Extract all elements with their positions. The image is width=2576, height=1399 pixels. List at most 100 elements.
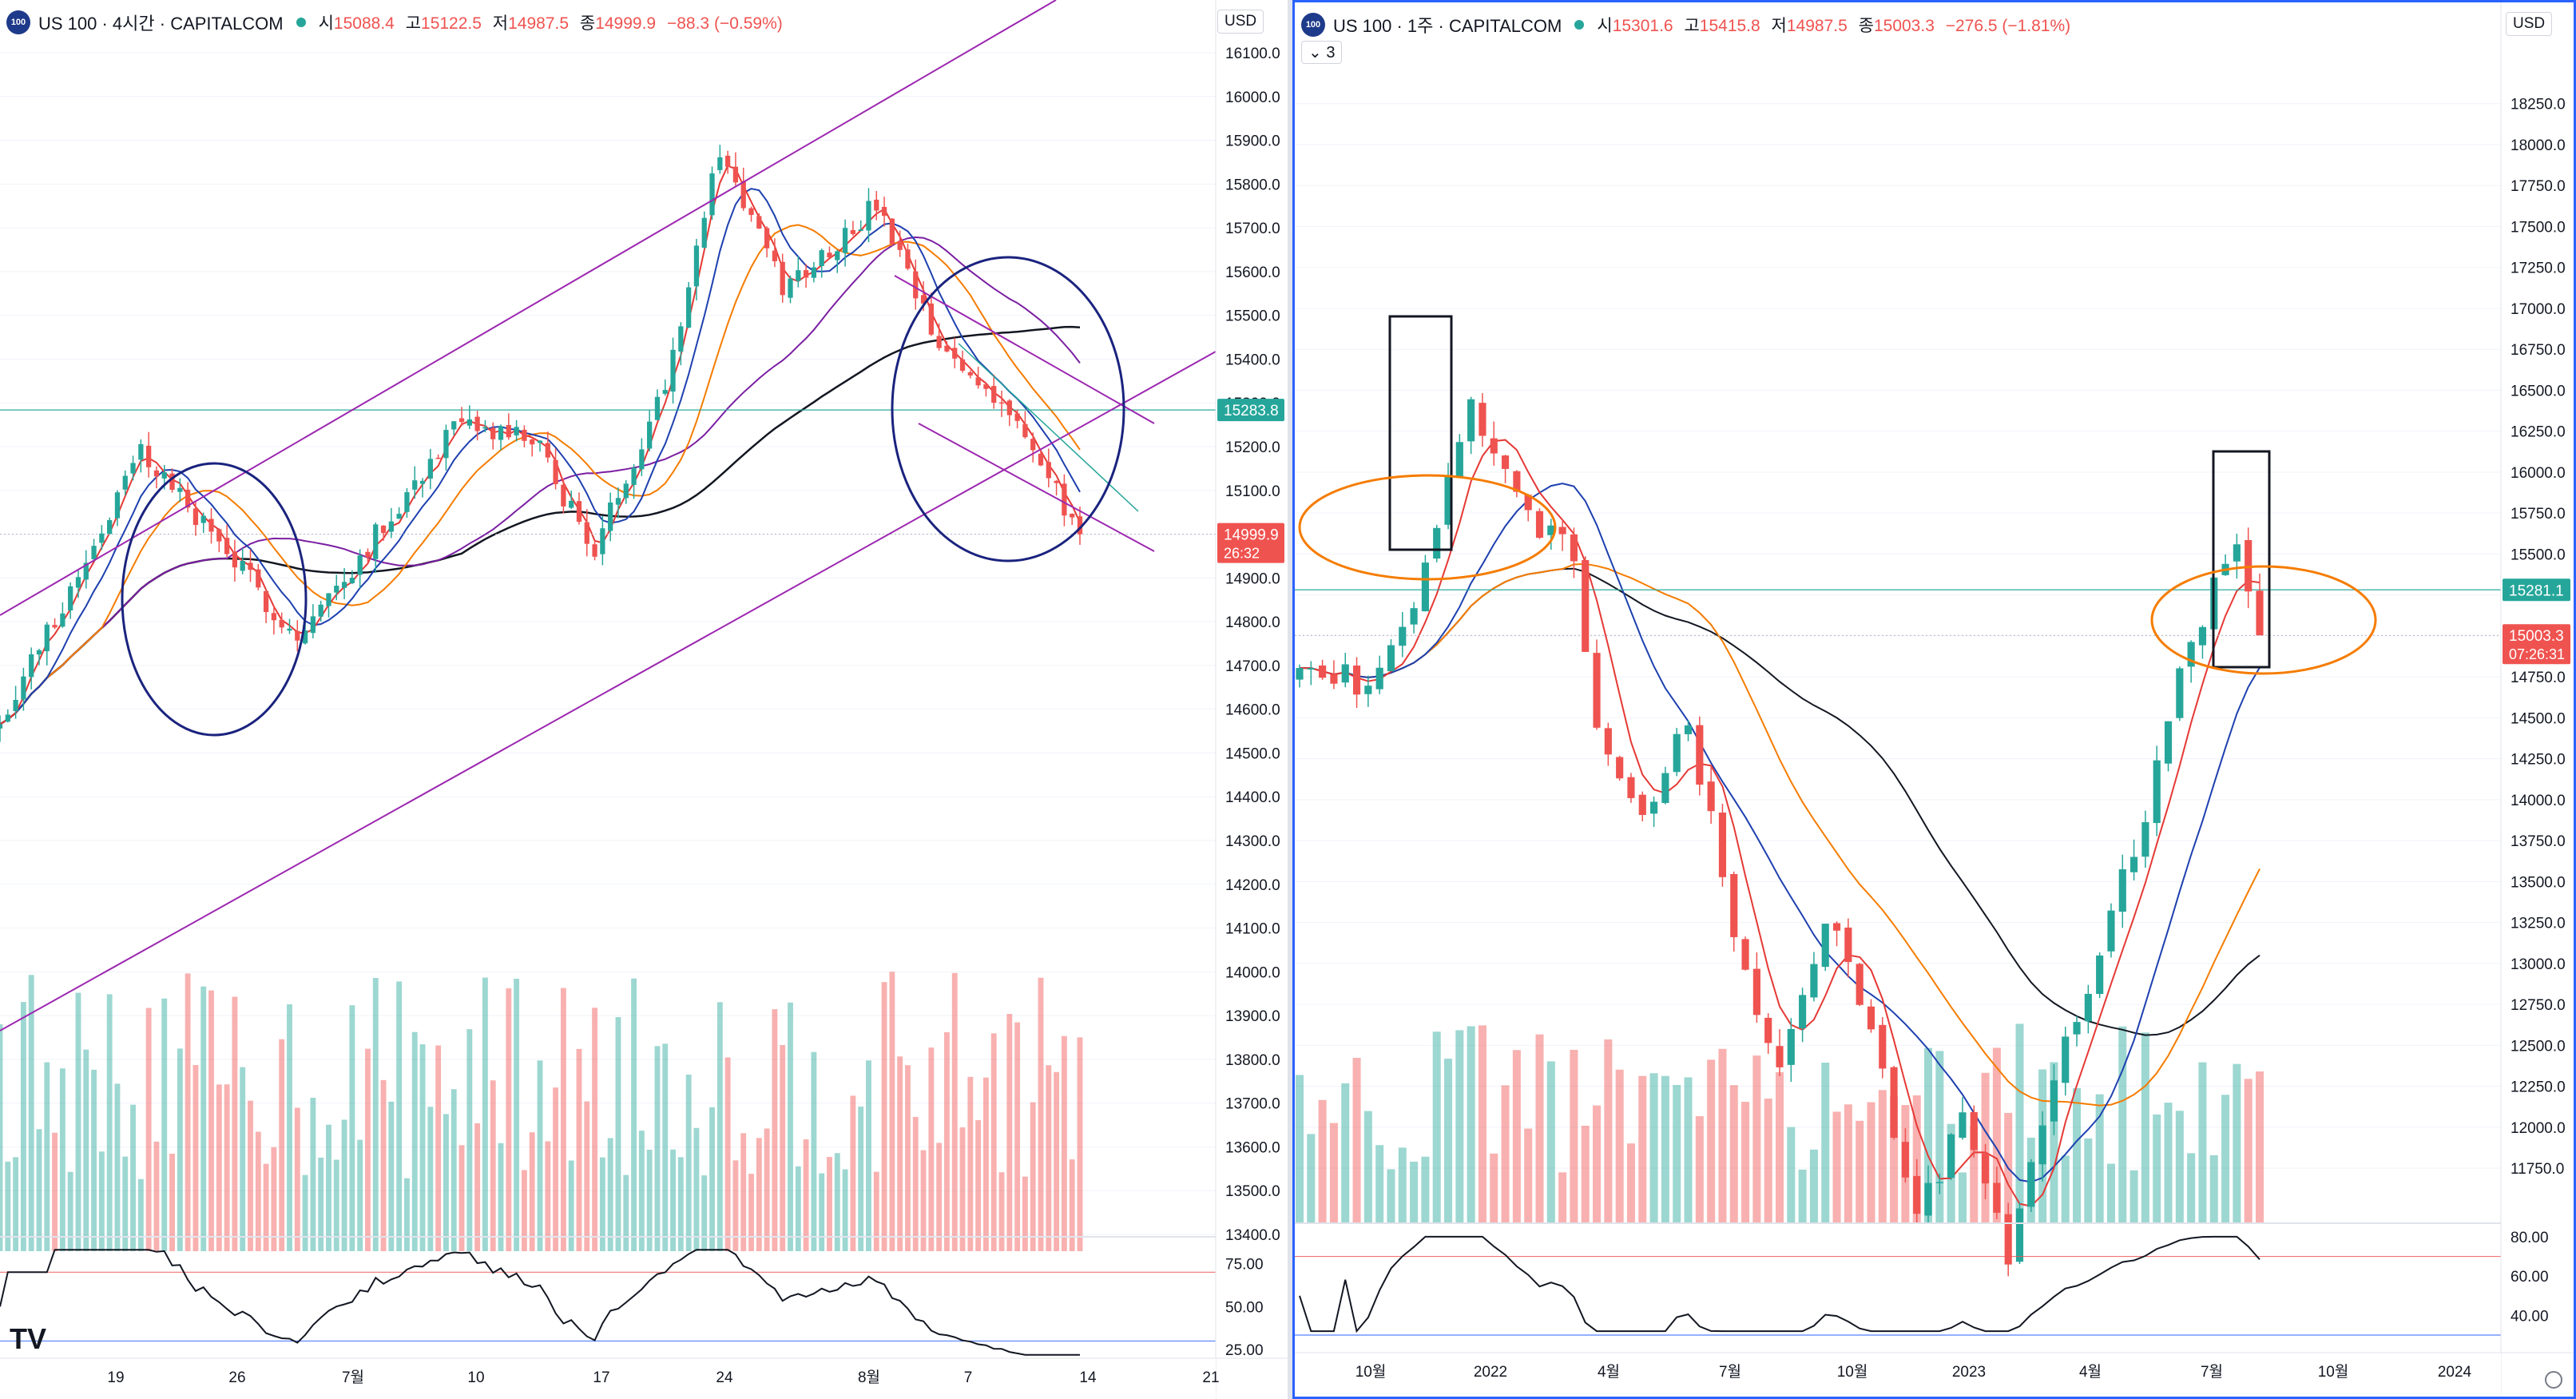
volume-bar: [349, 1005, 355, 1251]
symbol-title[interactable]: US 100 · 4시간 · CAPITALCOM: [38, 14, 284, 34]
candle-body: [83, 562, 89, 580]
volume-bar: [1467, 1026, 1475, 1223]
candle-body: [530, 439, 535, 445]
volume-bar: [795, 1166, 801, 1251]
candle-body: [1490, 438, 1498, 454]
candle-body: [2176, 668, 2184, 718]
volume-bar: [959, 1127, 966, 1251]
volume-bar: [404, 1178, 410, 1251]
currency-button[interactable]: USD: [1217, 10, 1264, 34]
symbol-title[interactable]: US 100 · 1주 · CAPITALCOM: [1333, 16, 1562, 36]
volume-bar: [145, 1008, 152, 1251]
candle-body: [2038, 1125, 2046, 1165]
volume-bar: [443, 1114, 449, 1251]
candle-body: [686, 287, 692, 328]
candle-body: [2118, 868, 2126, 912]
channel-lower-line: [0, 351, 1217, 1031]
chart-canvas-4h[interactable]: 16100.0 16000.0 15900.0 15800.0 15700.0 15600…: [0, 0, 1288, 1399]
ma-long-line: [1300, 567, 2260, 1036]
candle-body: [615, 498, 621, 505]
chart-canvas-1w[interactable]: 18250.0 18000.0 17750.0 17500.0 17250.0 17000…: [1295, 2, 2574, 1397]
price-tick-label: 16500.0: [2511, 383, 2566, 399]
price-tick-label: 15500.0: [2511, 546, 2566, 563]
candle-body: [1364, 686, 1372, 694]
candle-body: [2004, 1214, 2012, 1265]
candle-body: [91, 546, 97, 559]
candle-body: [404, 492, 410, 512]
volume-bar: [36, 1129, 42, 1251]
pane-divider[interactable]: [1288, 0, 1292, 1399]
candle-body: [545, 443, 550, 458]
volume-bar: [193, 1064, 199, 1251]
volume-bar: [1329, 1123, 1338, 1223]
time-tick-label: 24: [716, 1369, 733, 1386]
candle-body: [1570, 534, 1578, 562]
volume-bar: [1421, 1156, 1430, 1223]
collapse-indicators-button[interactable]: ⌄ 3: [1301, 41, 1343, 64]
candle-body: [216, 529, 222, 542]
low-value: 14987.5: [1786, 17, 1848, 35]
high-key: 고: [1684, 17, 1700, 35]
candle-body: [1501, 455, 1510, 469]
candle-body: [2233, 544, 2241, 562]
candle-body: [146, 445, 152, 467]
annotation-box-2023: [2212, 450, 2271, 669]
ma-orange-line: [1300, 562, 2260, 1107]
volume-bar: [75, 992, 81, 1251]
candle-body: [1062, 483, 1067, 516]
candle-body: [1375, 667, 1383, 690]
close-key: 종: [1858, 17, 1874, 35]
price-tick-label: 12000.0: [2511, 1120, 2566, 1137]
candle-body: [419, 480, 426, 484]
candle-body: [1673, 733, 1681, 773]
candle-body: [788, 278, 793, 298]
chart-pane-4h[interactable]: 16100.0 16000.0 15900.0 15800.0 15700.0 15600…: [0, 0, 1288, 1399]
volume-bar: [248, 1100, 253, 1251]
candle-body: [279, 619, 284, 628]
candle-body: [1604, 728, 1612, 755]
volume-bar: [1752, 1055, 1761, 1223]
volume-bar: [670, 1149, 676, 1251]
time-tick-label: 4월: [1598, 1363, 1620, 1381]
volume-bar: [764, 1128, 770, 1251]
volume-bar: [1787, 1127, 1796, 1223]
candle-body: [2164, 721, 2173, 764]
candle-body: [1718, 813, 1727, 877]
candle-body: [1479, 403, 1486, 436]
price-tick-label: 14700.0: [1225, 658, 1280, 675]
high-value: 15122.5: [421, 14, 482, 33]
volume-bar: [451, 1089, 457, 1251]
chart-pane-1w[interactable]: 18250.0 18000.0 17750.0 17500.0 17250.0 17000…: [1292, 0, 2576, 1399]
candle-body: [975, 377, 981, 386]
candle-body: [2096, 955, 2104, 995]
last-price-label: 14999.9: [1224, 527, 1279, 544]
volume-bar: [834, 1153, 840, 1251]
volume-bar: [850, 1095, 856, 1251]
candle-body: [561, 484, 566, 507]
volume-bar: [827, 1157, 832, 1251]
time-tick-label: 10월: [1837, 1363, 1868, 1381]
candle-body: [232, 551, 238, 568]
price-tick-label: 17250.0: [2511, 260, 2566, 277]
trendline-lower: [918, 423, 1155, 552]
candle-body: [717, 157, 723, 170]
volume-bar: [137, 1178, 144, 1251]
candle-body: [263, 590, 269, 613]
volume-bar: [1038, 977, 1044, 1251]
volume-bar: [873, 1171, 879, 1251]
candle-body: [991, 386, 997, 403]
volume-bar: [521, 1170, 527, 1251]
gear-icon[interactable]: [2545, 1371, 2562, 1389]
price-tick-label: 14000.0: [2511, 793, 2566, 809]
candle-body: [107, 519, 113, 535]
volume-bar: [897, 1056, 903, 1251]
volume-bar: [936, 1143, 943, 1251]
candle-body: [866, 201, 871, 231]
price-tick-label: 12750.0: [2511, 997, 2566, 1014]
currency-button[interactable]: USD: [2506, 12, 2553, 36]
volume-bar: [1673, 1084, 1681, 1223]
candle-body: [318, 604, 323, 617]
time-tick-label: 10월: [2318, 1363, 2349, 1381]
volume-bar: [208, 990, 214, 1251]
time-tick-label: 7월: [2201, 1363, 2223, 1381]
